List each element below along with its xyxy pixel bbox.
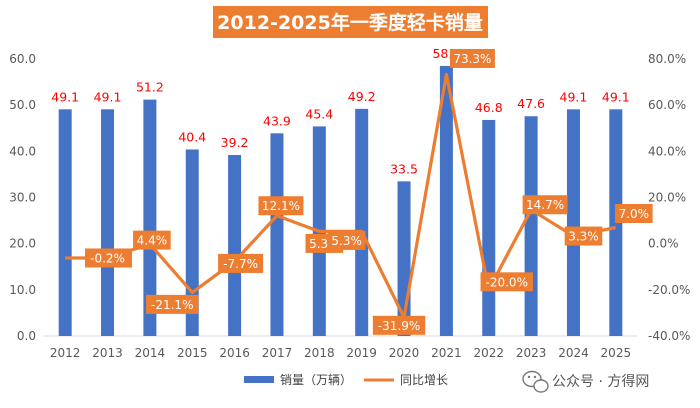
x-axis-tick-label: 2016 [219,346,250,360]
growth-value-label: -0.2% [90,251,125,265]
growth-value-label: 3.3% [568,230,599,244]
right-axis-tick-label: 80.0% [648,52,686,66]
x-axis-tick-label: 2018 [304,346,335,360]
growth-label-box [85,248,131,268]
right-axis: -40.0% -20.0% 0.0% 20.0% 40.0% 60.0% 80.0% [648,52,690,343]
bar [524,116,538,336]
right-axis-tick-label: 0.0% [648,237,679,251]
bar [101,109,115,337]
growth-label-box [146,294,199,314]
x-axis-tick-label: 2017 [262,346,293,360]
bar-value-label: 45.4 [305,106,333,121]
growth-label-box [615,204,653,224]
bar-value-label: 39.2 [221,135,249,150]
growth-label-box [327,230,366,250]
growth-value-label: 4.4% [137,234,168,248]
x-axis-tick-label: 2023 [516,346,547,360]
legend: 销量（万辆） 同比增长 [244,373,448,387]
bar [270,133,284,336]
x-axis-tick-label: 2025 [601,346,632,360]
growth-label-box [258,196,304,216]
growth-label-box [218,253,264,273]
left-axis-tick-label: 0.0 [17,329,36,343]
right-axis-tick-label: 60.0% [648,98,686,112]
growth-value-label: 5.3% [331,234,362,248]
x-axis-tick-label: 2021 [431,346,462,360]
bar [482,119,496,336]
growth-value-label: -20.0% [486,275,528,289]
legend-line-label: 同比增长 [400,373,448,387]
bar-value-labels: 49.1 49.151.240.4 39.243.9 45.449.233.558.5… [51,46,629,176]
watermark: 公众号 · 方得网 [522,370,649,393]
x-axis-tick-label: 2022 [473,346,504,360]
left-axis: 0.0 10.0 20.0 30.0 40.0 50.0 60.0 [9,52,36,343]
bar-value-label: 46.8 [475,100,503,115]
bar [228,155,242,336]
left-axis-tick-label: 10.0 [9,283,36,297]
right-axis-tick-label: 20.0% [648,191,686,205]
right-axis-tick-label: -40.0% [648,329,690,343]
x-axis-tick-label: 2020 [389,346,420,360]
growth-label-box [522,195,568,215]
growth-value-label: 14.7% [526,198,564,212]
right-axis-tick-label: 40.0% [648,144,686,158]
left-axis-tick-label: 50.0 [9,98,36,112]
growth-value-label: -7.7% [223,257,258,271]
bar-value-label: 49.1 [94,89,122,104]
x-axis-tick-label: 2024 [558,346,589,360]
growth-value-label: -21.1% [151,298,193,312]
bar [143,99,157,336]
wechat-icon [522,370,549,393]
bar-value-label: 43.9 [263,113,291,128]
bar-value-label: 40.4 [178,129,206,144]
bar-value-label: 49.1 [560,89,588,104]
growth-label-box [564,226,603,246]
chart-title-background [213,6,488,38]
legend-bar-swatch [244,376,274,383]
left-axis-tick-label: 60.0 [9,52,36,66]
growth-value-label: 73.3% [453,52,491,66]
x-axis-tick-label: 2013 [92,346,123,360]
bar [355,108,369,336]
chart-title-text: 2012-2025年一季度轻卡销量 [217,11,483,34]
bar [439,65,453,337]
growth-label-box [372,315,426,335]
left-axis-tick-label: 30.0 [9,191,36,205]
legend-bar-label: 销量（万辆） [280,373,352,387]
right-axis-tick-label: -20.0% [648,283,690,297]
growth-value-labels: -6.2%-0.2%4.4%-21.1%-7.7%12.1%5.3%5.3%-3… [85,48,653,335]
growth-label-box [133,230,171,250]
x-axis-tick-label: 2019 [346,346,377,360]
watermark-text: 公众号 · 方得网 [552,373,649,390]
x-axis-tick-label: 2014 [135,346,166,360]
bar-value-label: 49.2 [348,89,376,104]
growth-label-box [449,48,495,68]
growth-value-label: -31.9% [378,319,420,333]
bar-value-label: 33.5 [390,161,418,176]
growth-value-label: 7.0% [619,207,650,221]
x-axis: 2012 2013 2014 2015 2016 2017 2018 2019 2020 2021… [44,335,637,360]
left-axis-tick-label: 20.0 [9,237,36,251]
growth-label-box [480,272,533,292]
growth-value-label: 12.1% [262,199,300,213]
x-axis-tick-label: 2015 [177,346,208,360]
bar-value-label: 47.6 [517,96,545,111]
bar-value-label: 51.2 [136,80,164,95]
chart-title: 2012-2025年一季度轻卡销量 [213,6,488,38]
x-axis-tick-label: 2012 [50,346,81,360]
bar [566,109,580,337]
left-axis-tick-label: 40.0 [9,144,36,158]
bar-value-label: 49.1 [51,89,79,104]
bar [58,109,72,337]
bar-value-label: 49.1 [602,89,630,104]
